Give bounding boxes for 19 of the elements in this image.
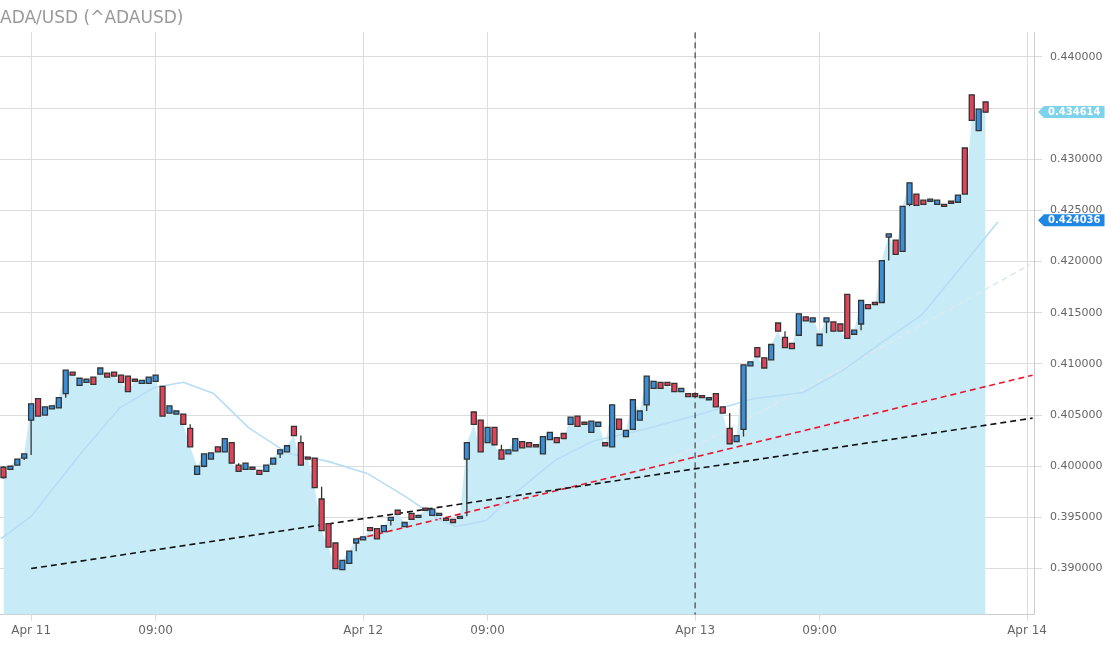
y-tick-label: 0.390000	[1050, 561, 1103, 575]
x-tick-label: Apr 11	[11, 622, 52, 637]
y-tick-label: 0.395000	[1050, 510, 1103, 524]
x-tick-label: Apr 13	[675, 622, 716, 637]
x-tick-label: Apr 12	[343, 622, 384, 637]
y-tick-label: 0.440000	[1050, 49, 1103, 63]
y-tick-label: 0.410000	[1050, 356, 1103, 370]
x-tick-label: 09:00	[138, 622, 173, 637]
y-tick-label: 0.430000	[1050, 152, 1103, 166]
y-tick-label: 0.420000	[1050, 254, 1103, 268]
y-tick-label: 0.400000	[1050, 459, 1103, 473]
x-tick-label: 09:00	[470, 622, 505, 637]
text: 0.434614	[1048, 105, 1101, 117]
x-tick-label: 09:00	[802, 622, 837, 637]
chart-title: ADA/USD (^ADAUSD)	[0, 6, 184, 27]
y-tick-label: 0.405000	[1050, 407, 1103, 421]
x-tick-label: Apr 14	[1007, 622, 1048, 637]
y-tick-label: 0.415000	[1050, 305, 1103, 319]
text: 0.424036	[1048, 213, 1101, 225]
